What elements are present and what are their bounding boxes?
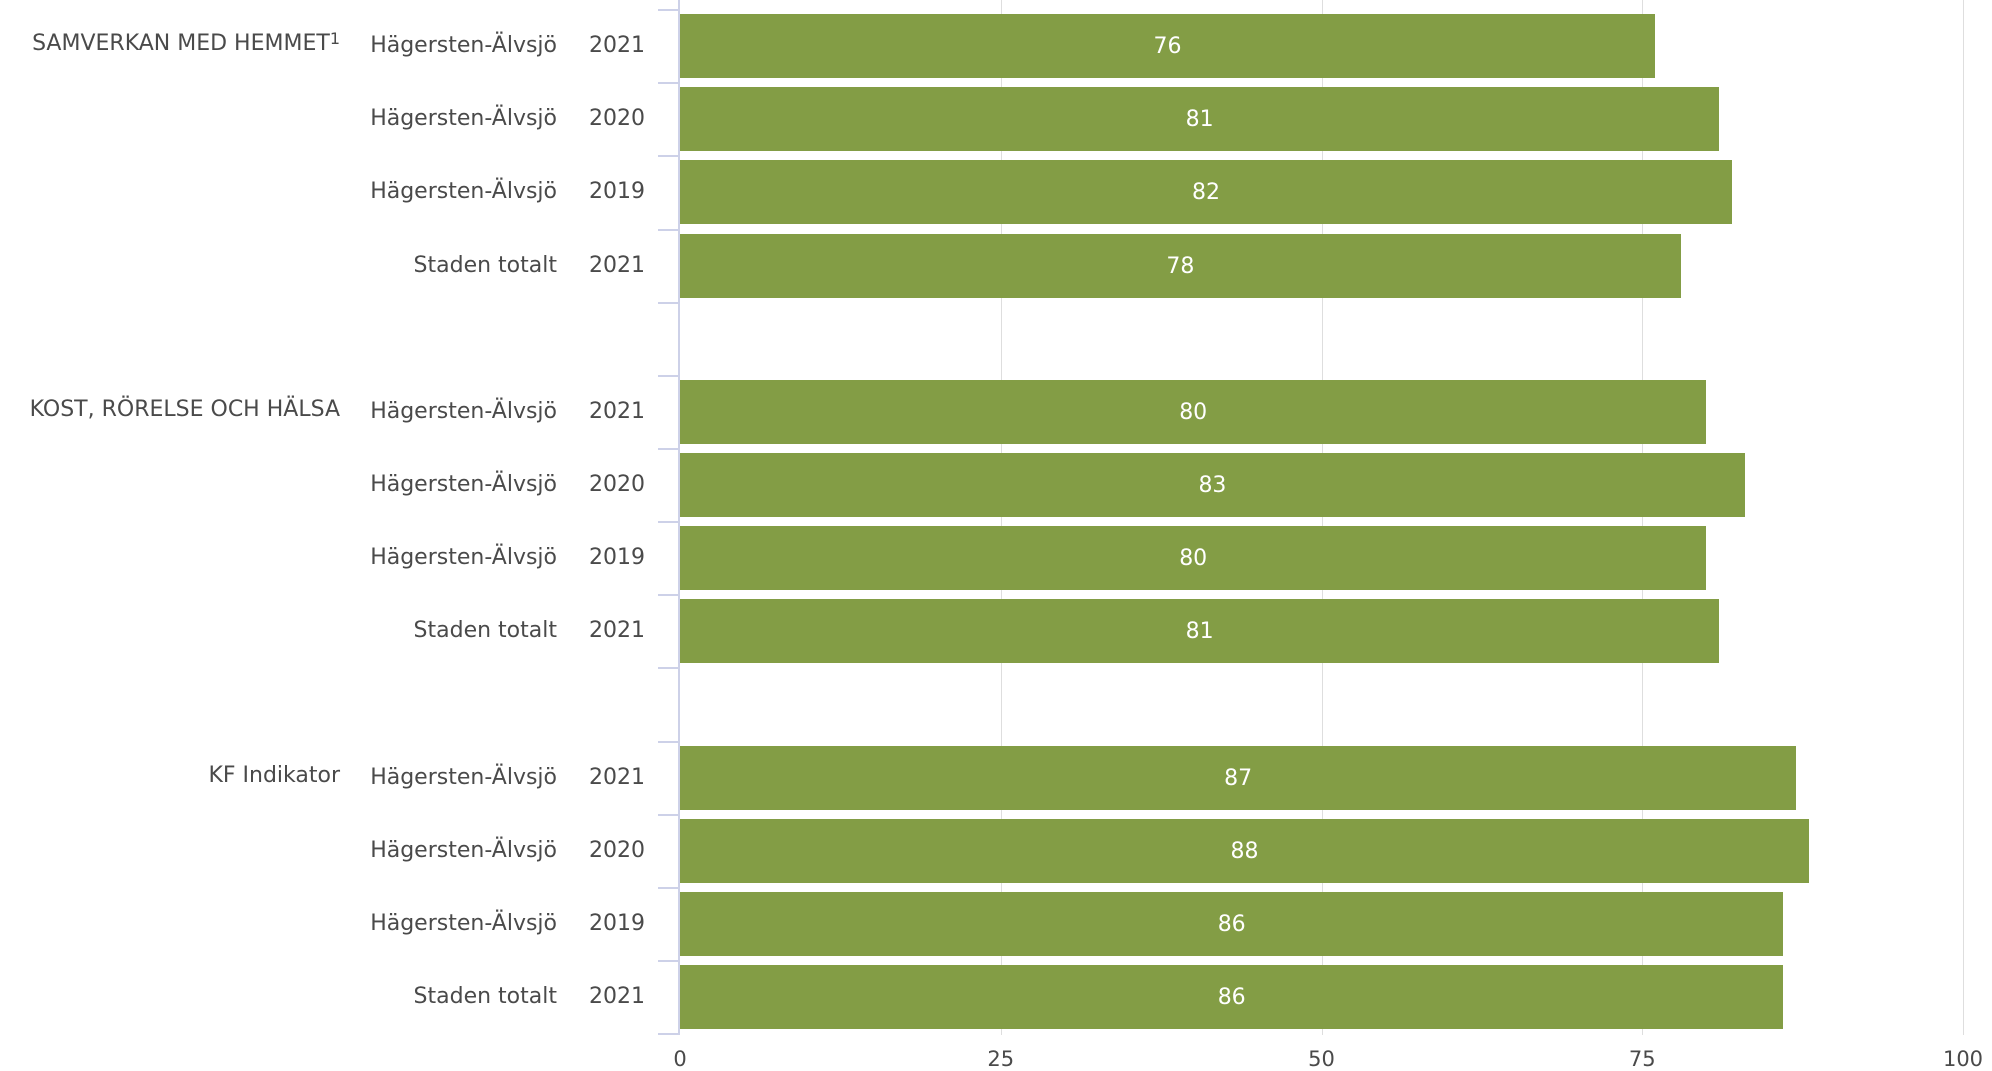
- bar-value-label: 80: [1179, 546, 1208, 572]
- y-tick: [658, 228, 678, 231]
- year-label: 2021: [589, 984, 645, 1010]
- category-label: Staden totalt: [413, 984, 557, 1010]
- bar-value-label: 82: [1192, 180, 1221, 206]
- y-tick: [658, 594, 678, 597]
- bar: [680, 599, 1720, 664]
- group-label-text: KOST, RÖRELSE OCH HÄLSA: [29, 396, 340, 422]
- group-label: KF Indikator: [208, 762, 340, 788]
- gridline: [1963, 0, 1964, 1036]
- bar-value-label: 76: [1153, 34, 1182, 59]
- gridline: [1642, 0, 1644, 1036]
- x-tick-label: 0: [673, 1047, 687, 1071]
- y-tick: [658, 301, 678, 304]
- x-tick-label: 25: [987, 1047, 1015, 1071]
- bar: [680, 379, 1707, 444]
- year-label: 2019: [589, 545, 645, 571]
- bar: [680, 87, 1720, 152]
- category-label: Hägersten-Älvsjö: [370, 472, 557, 497]
- y-tick: [658, 667, 678, 670]
- bar: [680, 233, 1681, 298]
- year-label: 2019: [589, 179, 645, 205]
- category-label: Staden totalt: [413, 252, 557, 278]
- bar: [680, 965, 1784, 1030]
- group-label: SAMVERKAN MED HEMMET1: [32, 31, 340, 56]
- group-label-text: SAMVERKAN MED HEMMET: [32, 31, 330, 56]
- y-tick: [658, 9, 678, 11]
- category-label: Hägersten-Älvsjö: [370, 545, 557, 571]
- category-label: Hägersten-Älvsjö: [370, 106, 557, 132]
- y-tick: [658, 740, 678, 743]
- category-label: Hägersten-Älvsjö: [370, 398, 557, 424]
- year-label: 2020: [589, 472, 645, 497]
- y-tick: [658, 374, 678, 377]
- bar: [680, 160, 1733, 225]
- bar: [680, 14, 1656, 78]
- x-tick-label: 50: [1308, 1047, 1335, 1071]
- y-tick: [658, 521, 678, 524]
- y-axis-line: [678, 0, 680, 1036]
- category-label: Hägersten-Älvsjö: [370, 837, 557, 863]
- y-tick: [658, 82, 678, 85]
- year-label: 2021: [589, 398, 645, 424]
- x-tick-label: 75: [1628, 1047, 1656, 1071]
- bar-value-label: 81: [1185, 107, 1214, 133]
- gridline: [1000, 0, 1002, 1036]
- bar: [680, 453, 1745, 517]
- bar-value-label: 86: [1217, 912, 1246, 937]
- y-tick: [658, 887, 678, 889]
- x-tick-label: 100: [1942, 1047, 1984, 1071]
- y-tick: [658, 448, 678, 450]
- year-label: 2021: [589, 764, 645, 790]
- category-label: Staden totalt: [413, 618, 557, 644]
- year-label: 2019: [589, 911, 645, 936]
- year-label: 2021: [589, 618, 645, 644]
- footnote-marker: 1: [329, 29, 340, 48]
- bar: [680, 526, 1707, 591]
- bar-value-label: 87: [1224, 765, 1253, 791]
- bar-value-label: 88: [1230, 838, 1259, 864]
- bar: [680, 892, 1784, 956]
- bar-value-label: 83: [1198, 473, 1227, 498]
- group-label: KOST, RÖRELSE OCH HÄLSA: [29, 396, 340, 422]
- y-tick: [658, 1033, 678, 1036]
- year-label: 2021: [589, 33, 645, 58]
- year-label: 2020: [589, 106, 645, 132]
- bar-value-label: 78: [1166, 253, 1195, 279]
- bar-value-label: 81: [1185, 619, 1214, 645]
- y-tick: [658, 813, 678, 816]
- year-label: 2020: [589, 837, 645, 863]
- category-label: Hägersten-Älvsjö: [370, 764, 557, 790]
- group-label-text: KF Indikator: [208, 762, 340, 788]
- gridline: [1321, 0, 1323, 1036]
- year-label: 2021: [589, 252, 645, 278]
- bar-value-label: 80: [1179, 399, 1208, 425]
- y-tick: [658, 155, 678, 158]
- category-label: Hägersten-Älvsjö: [370, 179, 557, 205]
- bar-value-label: 86: [1217, 985, 1246, 1011]
- category-label: Hägersten-Älvsjö: [370, 911, 557, 936]
- y-tick: [658, 960, 678, 963]
- bar: [680, 745, 1797, 810]
- category-label: Hägersten-Älvsjö: [370, 33, 557, 58]
- bar: [680, 818, 1810, 883]
